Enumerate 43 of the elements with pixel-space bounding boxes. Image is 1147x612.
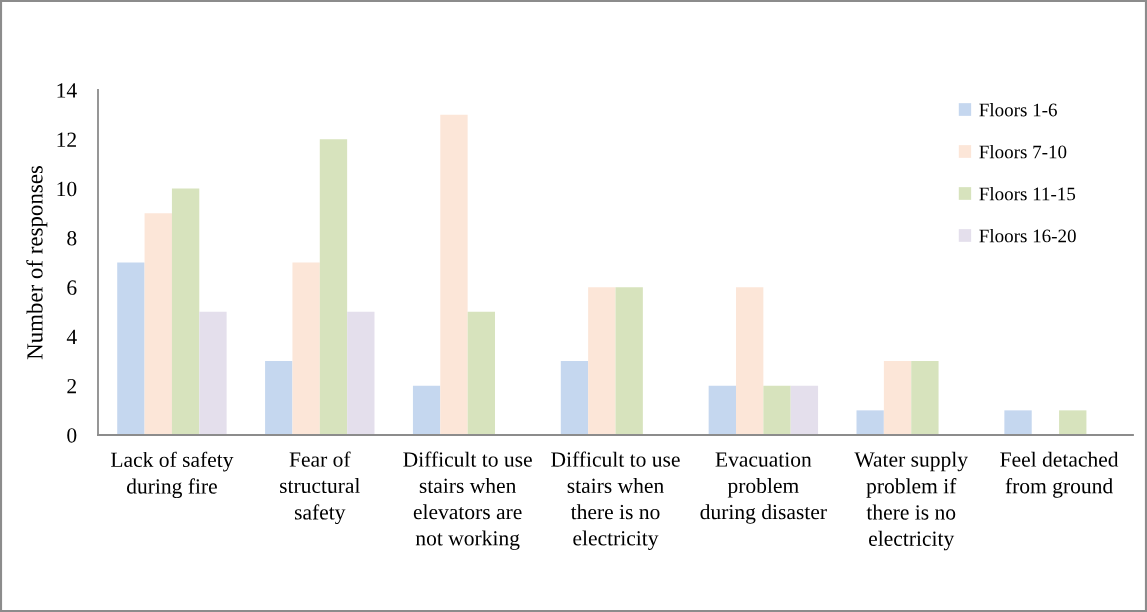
y-tick-label: 8: [67, 231, 77, 246]
y-tick-label: 6: [67, 280, 77, 295]
x-tick-label: Difficult to use stairs when there is no electricity: [551, 451, 680, 550]
bar: [265, 361, 293, 435]
bar: [763, 385, 791, 435]
y-tick-label: 4: [66, 329, 77, 344]
legend-label: Floors 16-20: [979, 228, 1076, 243]
x-tick-label: Water supply problem if there is no electricity: [854, 451, 968, 551]
x-tick-label: Evacuation problem during disaster: [700, 452, 827, 524]
bar: [856, 410, 884, 435]
x-tick-label: Lack of safety during fire: [110, 451, 234, 499]
x-tick-label: Difficult to use stairs when elevators are not working: [403, 451, 532, 550]
bar: [560, 361, 589, 435]
legend-label: Floors 7-10: [979, 144, 1067, 159]
bar: [1059, 410, 1087, 435]
bar: [319, 139, 348, 435]
y-tick-label: 10: [57, 181, 77, 197]
bar: [736, 287, 764, 435]
y-tick-label: 0: [67, 428, 77, 443]
bar: [911, 361, 939, 435]
bar: [171, 188, 200, 435]
legend-label: Floors 1-6: [979, 102, 1057, 117]
bar: [588, 287, 616, 435]
x-tick-label: Feel detached from ground: [1000, 451, 1119, 498]
y-tick-label: 14: [57, 83, 77, 98]
y-axis-title: Number of responses: [26, 165, 48, 360]
bar: [412, 385, 441, 435]
x-tick-label: Fear of structural safety: [280, 451, 360, 525]
bar: [292, 262, 320, 435]
bar: [708, 385, 736, 435]
y-tick-label: 2: [67, 378, 76, 394]
bar: [790, 385, 819, 435]
bar: [117, 262, 145, 435]
y-tick-label: 12: [57, 132, 76, 147]
bar: [467, 311, 495, 435]
bar: [440, 114, 468, 435]
bar: [144, 213, 172, 435]
bar: [199, 311, 227, 435]
bar: [1004, 410, 1032, 435]
legend-label: Floors 11-15: [979, 186, 1076, 201]
bar: [615, 287, 643, 435]
bar: [347, 311, 375, 435]
bar: [883, 361, 912, 435]
